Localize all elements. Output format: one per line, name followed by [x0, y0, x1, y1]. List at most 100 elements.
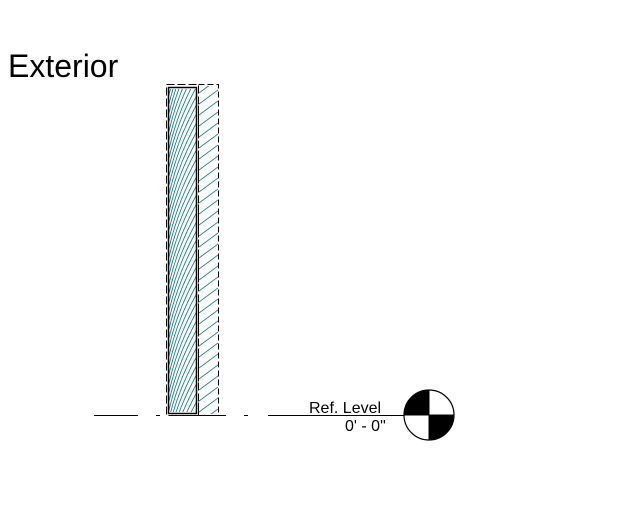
outer-hatch-stroke	[199, 122, 218, 138]
outer-hatch-stroke	[199, 287, 218, 303]
inner-hatch-stroke	[169, 320, 196, 393]
inner-layer-outline	[167, 86, 198, 415]
inner-hatch-stroke	[169, 338, 196, 411]
outer-layer-hatch	[199, 68, 218, 511]
outer-hatch-stroke	[199, 210, 218, 226]
inner-hatch-stroke	[169, 89, 192, 150]
outer-hatch-stroke	[199, 254, 218, 270]
level-head-symbol	[403, 389, 455, 441]
inner-hatch-stroke	[169, 104, 196, 177]
inner-hatch-stroke	[169, 0, 197, 68]
inner-hatch-stroke	[169, 131, 196, 204]
inner-hatch-stroke	[182, 383, 196, 412]
inner-hatch-stroke	[169, 0, 197, 50]
inner-hatch-stroke	[169, 89, 180, 123]
outer-hatch-stroke	[199, 386, 218, 402]
inner-hatch-stroke	[170, 347, 196, 412]
outer-hatch-stroke	[199, 177, 218, 193]
outer-hatch-stroke	[199, 442, 218, 456]
outer-hatch-stroke	[199, 397, 218, 413]
outer-hatch-stroke	[199, 353, 218, 369]
outer-hatch-stroke	[199, 497, 218, 511]
inner-hatch-stroke	[169, 248, 196, 321]
outer-hatch-stroke	[199, 133, 218, 149]
inner-hatch-stroke	[169, 311, 196, 384]
outer-hatch-stroke	[199, 243, 218, 259]
inner-layer-hatch	[169, 0, 197, 491]
inner-hatch-stroke	[169, 89, 196, 159]
level-name: Ref. Level	[309, 400, 381, 417]
outer-hatch-stroke	[199, 464, 218, 478]
outer-hatch-stroke	[199, 68, 218, 82]
inner-hatch-stroke	[169, 14, 197, 86]
outer-hatch-stroke	[199, 144, 218, 160]
inner-hatch-stroke	[169, 212, 196, 285]
inner-hatch-stroke	[169, 293, 196, 366]
inner-hatch-stroke	[169, 194, 196, 267]
inner-hatch-stroke	[195, 410, 196, 412]
inner-hatch-stroke	[169, 0, 197, 32]
outer-hatch-stroke	[199, 276, 218, 292]
inner-hatch-stroke	[169, 266, 196, 339]
inner-hatch-stroke	[190, 401, 196, 412]
outer-hatch-stroke	[199, 475, 218, 489]
outer-hatch-stroke	[199, 111, 218, 127]
outer-hatch-stroke	[199, 100, 218, 116]
inner-hatch-stroke	[169, 221, 196, 294]
outer-hatch-stroke	[199, 188, 218, 204]
outer-hatch-stroke	[199, 375, 218, 391]
outer-hatch-stroke	[199, 486, 218, 500]
inner-hatch-stroke	[169, 0, 197, 59]
inner-hatch-stroke	[169, 167, 196, 240]
inner-hatch-stroke	[169, 89, 174, 105]
outer-hatch-stroke	[199, 232, 218, 248]
outer-hatch-stroke	[199, 298, 218, 314]
outer-hatch-stroke	[199, 342, 218, 358]
inner-hatch-stroke	[169, 158, 196, 231]
inner-hatch-stroke	[178, 374, 196, 412]
outer-hatch-stroke	[199, 199, 218, 215]
inner-hatch-stroke	[169, 419, 197, 491]
inner-hatch-stroke	[169, 257, 196, 330]
inner-wall-layer	[166, 0, 199, 491]
inner-hatch-stroke	[169, 284, 196, 357]
outer-hatch-stroke	[199, 331, 218, 347]
inner-hatch-stroke	[186, 392, 196, 412]
inner-hatch-stroke	[169, 5, 197, 77]
inner-hatch-stroke	[169, 122, 196, 195]
inner-hatch-stroke	[169, 176, 196, 249]
inner-hatch-stroke	[169, 329, 196, 402]
outer-hatch-stroke	[199, 453, 218, 467]
inner-hatch-stroke	[169, 239, 196, 312]
outer-hatch-stroke	[199, 155, 218, 171]
outer-hatch-stroke	[199, 364, 218, 380]
outer-hatch-stroke	[199, 320, 218, 336]
inner-hatch-stroke	[169, 203, 196, 276]
outer-hatch-stroke	[199, 89, 218, 105]
inner-hatch-stroke	[169, 95, 196, 168]
inner-hatch-stroke	[169, 275, 196, 348]
inner-hatch-stroke	[169, 0, 197, 41]
outer-hatch-stroke	[199, 309, 218, 325]
outer-hatch-stroke	[199, 431, 218, 445]
inner-hatch-stroke	[169, 185, 196, 258]
inner-hatch-stroke	[169, 302, 196, 375]
outer-hatch-stroke	[210, 408, 218, 414]
inner-hatch-stroke	[169, 149, 196, 222]
exterior-side-label: Exterior	[8, 48, 119, 84]
outer-hatch-stroke	[199, 420, 218, 434]
outer-hatch-stroke	[199, 86, 210, 94]
inner-hatch-stroke	[169, 89, 177, 114]
inner-hatch-stroke	[169, 230, 196, 303]
outer-wall-layer	[198, 68, 219, 511]
inner-hatch-stroke	[169, 140, 196, 213]
outer-hatch-stroke	[199, 166, 218, 182]
outer-hatch-stroke	[199, 265, 218, 281]
inner-hatch-stroke	[169, 89, 187, 141]
outer-hatch-stroke	[199, 221, 218, 237]
inner-hatch-stroke	[169, 89, 183, 132]
inner-hatch-stroke	[169, 113, 196, 186]
inner-hatch-stroke	[172, 356, 196, 412]
